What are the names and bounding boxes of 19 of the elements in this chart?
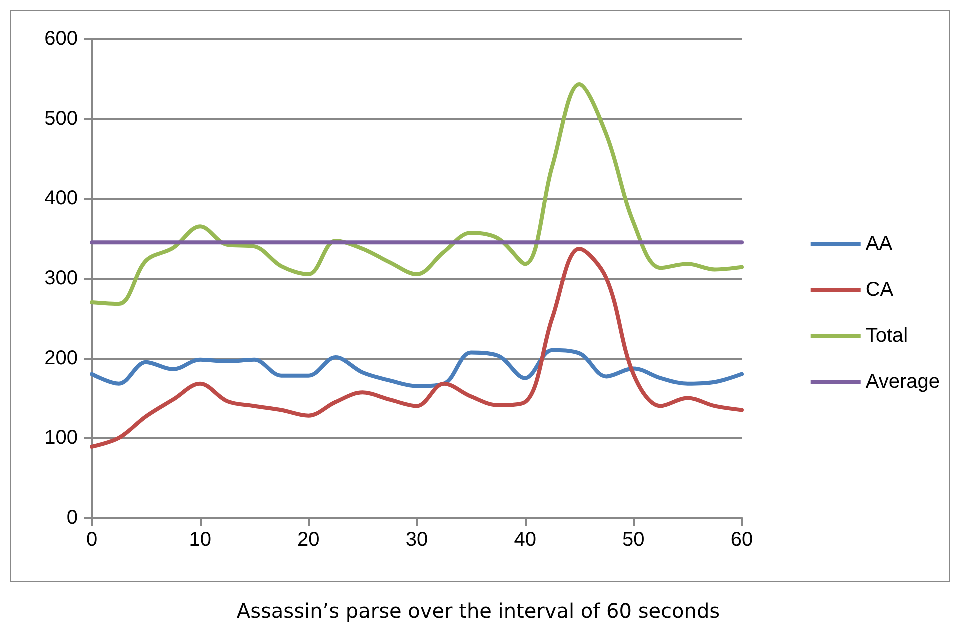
y-tick-label: 300	[44, 268, 78, 290]
legend-label: AA	[866, 233, 894, 255]
y-tick-label: 200	[44, 347, 78, 370]
y-tick-label: 400	[44, 188, 78, 210]
y-tick-label: 0	[66, 507, 78, 529]
x-tick-label: 0	[86, 529, 98, 551]
x-tick-label: 30	[406, 529, 428, 551]
y-tick-label: 500	[44, 108, 78, 130]
legend-label: Average	[866, 371, 940, 393]
x-tick-label: 10	[189, 529, 212, 551]
x-tick-label: 20	[298, 529, 320, 551]
legend-label: CA	[866, 279, 894, 301]
text: Assassin’s parse over the interval of 60 seconds	[236, 599, 720, 623]
x-tick-label: 60	[730, 529, 754, 551]
x-tick-label: 40	[514, 529, 536, 551]
y-tick-label: 100	[44, 427, 78, 450]
x-tick-label: 50	[622, 529, 645, 551]
y-tick-label: 600	[44, 28, 78, 50]
legend-label: Total	[866, 325, 908, 347]
